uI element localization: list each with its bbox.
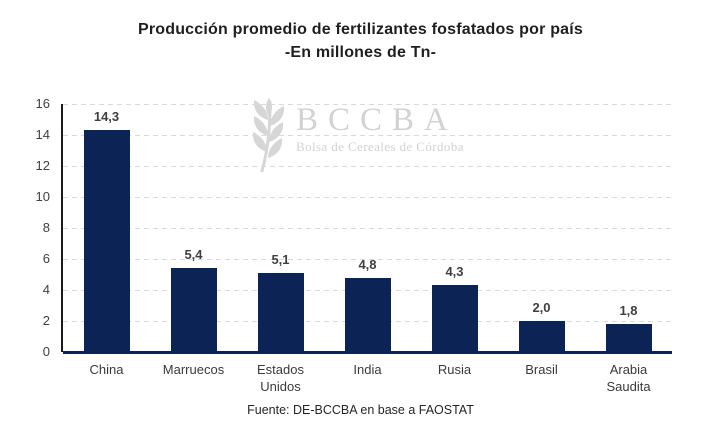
x-tick-label-text: China — [89, 362, 124, 377]
bar-value-label-india: 4,8 — [358, 256, 377, 272]
x-tick-label-text: Brasil — [525, 362, 558, 377]
x-tick-label-arabia-saudita: Arabia Saudita — [585, 361, 672, 395]
bar-rusia — [431, 285, 478, 352]
y-tick-label-10: 10 — [35, 189, 50, 204]
x-tick-label-text: Estados Unidos — [257, 362, 304, 394]
chart-title-line2: -En millones de Tn- — [284, 44, 437, 61]
gridline-y-12 — [63, 165, 672, 167]
bar-estados-unidos — [257, 272, 304, 352]
x-axis-line — [63, 351, 672, 354]
chart-title-line1: Producción promedio de fertilizantes fos… — [137, 21, 584, 38]
bar-value-label-marruecos: 5,4 — [184, 247, 203, 263]
wheat-stalk-icon — [252, 98, 285, 172]
y-tick-label-8: 8 — [42, 220, 50, 235]
bar-value-label-estados-unidos: 5,1 — [271, 251, 290, 267]
bar-value-label-rusia: 4,3 — [445, 264, 464, 280]
x-tick-label-china: China — [63, 361, 150, 378]
bar-marruecos — [170, 268, 217, 352]
bar-value-label-china: 14,3 — [93, 109, 120, 125]
x-tick-label-text: Marruecos — [162, 362, 225, 377]
y-tick-label-0: 0 — [42, 344, 50, 359]
x-tick-label-india: India — [324, 361, 411, 378]
plot-area: 14,3 5,4 5,1 4,8 4,3 2,0 1,8 — [61, 103, 672, 354]
y-axis-labels: 0 2 4 6 8 10 12 14 16 — [0, 96, 50, 359]
y-tick-label-14: 14 — [35, 127, 50, 142]
watermark-acronym: BCCBA — [296, 102, 458, 138]
bar-value-label-brasil: 2,0 — [532, 300, 551, 315]
y-tick-label-6: 6 — [42, 251, 50, 266]
y-tick-label-16: 16 — [35, 96, 50, 111]
gridline-y-14 — [63, 134, 672, 136]
watermark: BCCBA Bolsa de Cereales de Córdoba — [242, 96, 464, 172]
bar-brasil — [518, 321, 565, 352]
x-tick-label-rusia: Rusia — [411, 361, 498, 378]
y-tick-label-4: 4 — [42, 282, 50, 297]
watermark-text: BCCBA Bolsa de Cereales de Córdoba — [296, 96, 464, 155]
source-note: Fuente: DE-BCCBA en base a FAOSTAT — [247, 403, 474, 417]
gridline-y-6 — [63, 258, 672, 260]
x-tick-label-text: Rusia — [437, 362, 472, 377]
x-tick-label-marruecos: Marruecos — [150, 361, 237, 378]
chart-title: Producción promedio de fertilizantes fos… — [0, 18, 721, 64]
bar-value-label-arabia-saudita: 1,8 — [619, 303, 638, 319]
x-axis-labels: China Marruecos Estados Unidos India Rusia Br… — [63, 361, 672, 399]
gridline-y-8 — [63, 227, 672, 229]
y-tick-label-12: 12 — [35, 158, 50, 173]
watermark-subtitle: Bolsa de Cereales de Córdoba — [296, 139, 464, 154]
bar-arabia-saudita — [605, 324, 652, 352]
gridline-y-16 — [63, 103, 672, 105]
x-tick-label-estados-unidos: Estados Unidos — [237, 361, 324, 395]
y-axis-line — [61, 104, 63, 352]
x-tick-label-text: Arabia Saudita — [606, 362, 651, 394]
bar-china — [83, 130, 130, 352]
gridline-y-10 — [63, 196, 672, 198]
bar-india — [344, 277, 391, 352]
y-tick-label-2: 2 — [42, 313, 50, 328]
x-tick-label-text: India — [353, 362, 382, 377]
x-tick-label-brasil: Brasil — [498, 361, 585, 378]
